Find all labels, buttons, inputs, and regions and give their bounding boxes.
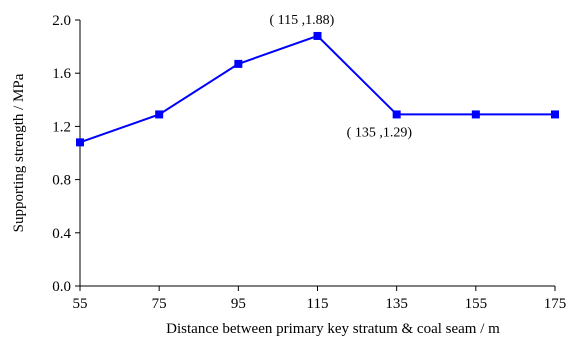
x-tick-label: 95 (231, 296, 246, 312)
data-point (471, 110, 480, 119)
x-tick-label: 135 (385, 296, 408, 312)
y-tick-label: 0.8 (52, 173, 71, 189)
x-axis-label: Distance between primary key stratum & c… (166, 321, 500, 337)
annotations: ( 115 ,1.88) ( 135 ,1.29) (270, 13, 413, 140)
y-tick-label: 0.4 (52, 226, 71, 242)
data-point (234, 59, 243, 68)
y-tick-label: 1.2 (52, 119, 71, 135)
y-tick-label: 2.0 (52, 13, 71, 29)
y-ticks: 0.0 0.4 0.8 1.2 1.6 2.0 (52, 13, 80, 295)
series-line (79, 34, 555, 144)
x-tick-label: 175 (544, 296, 567, 312)
data-point (392, 110, 401, 119)
data-point (76, 138, 84, 147)
data-point (155, 110, 164, 119)
series-group (76, 31, 559, 147)
y-tick-label: 0.0 (52, 279, 71, 295)
data-point (551, 110, 559, 119)
x-tick-label: 155 (465, 296, 488, 312)
y-axis-label: Supporting strength / MPa (11, 73, 27, 232)
data-point (313, 31, 322, 40)
data-annotation: ( 115 ,1.88) (270, 13, 335, 28)
x-tick-label: 55 (73, 296, 88, 312)
x-ticks: 55 75 95 115 135 155 175 (73, 286, 567, 312)
y-tick-label: 1.6 (52, 66, 71, 82)
axes (79, 20, 555, 287)
x-tick-label: 75 (152, 296, 167, 312)
data-annotation: ( 135 ,1.29) (347, 125, 413, 140)
x-tick-label: 115 (307, 296, 329, 312)
